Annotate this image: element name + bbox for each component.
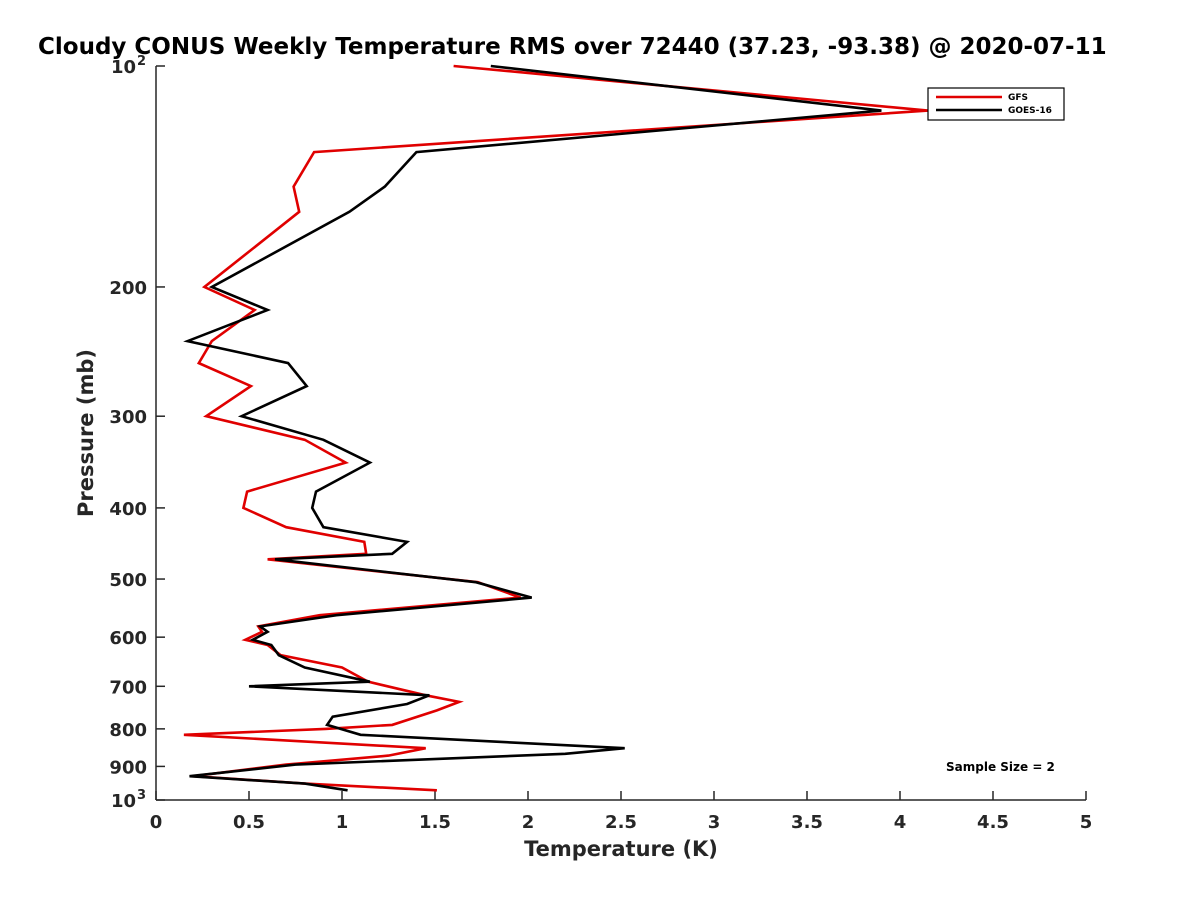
y-tick-base: 10 bbox=[111, 57, 136, 78]
y-tick-label: 300 bbox=[109, 407, 147, 428]
x-tick-label: 0.5 bbox=[233, 812, 265, 833]
y-tick-label: 500 bbox=[109, 570, 147, 591]
x-tick-label: 2.5 bbox=[605, 812, 637, 833]
y-tick-exponent: 3 bbox=[137, 788, 146, 803]
chart-title: Cloudy CONUS Weekly Temperature RMS over… bbox=[38, 34, 1107, 60]
legend-label: GOES-16 bbox=[1008, 106, 1052, 116]
legend-box bbox=[927, 87, 1065, 121]
series-line-goes-16 bbox=[183, 64, 882, 792]
x-ticks: 0 0.5 1 1.5 2 2.5 3 3.5 4 4.5 5 bbox=[150, 791, 1093, 833]
y-tick-label: 700 bbox=[109, 677, 147, 698]
series-line-gfs bbox=[183, 64, 929, 792]
x-axis-label: Temperature (K) bbox=[524, 837, 718, 861]
x-tick-label: 3 bbox=[708, 812, 721, 833]
series-lines bbox=[183, 64, 929, 792]
y-tick-label: 200 bbox=[109, 278, 147, 299]
y-axis-label: Pressure (mb) bbox=[74, 349, 98, 517]
x-tick-label: 4.5 bbox=[977, 812, 1009, 833]
x-tick-label: 1.5 bbox=[419, 812, 451, 833]
y-tick-label: 600 bbox=[109, 628, 147, 649]
x-tick-label: 1 bbox=[336, 812, 349, 833]
y-tick-exponent: 2 bbox=[137, 54, 146, 69]
y-tick-label: 400 bbox=[109, 499, 147, 520]
y-tick-base: 10 bbox=[111, 791, 136, 812]
y-tick-label: 800 bbox=[109, 720, 147, 741]
legend: GFS GOES-16 bbox=[927, 87, 1065, 121]
y-tick-label: 10 bbox=[111, 791, 136, 812]
x-tick-label: 4 bbox=[894, 812, 907, 833]
y-tick-label: 900 bbox=[109, 757, 147, 778]
x-tick-label: 3.5 bbox=[791, 812, 823, 833]
plot-area: 0 0.5 1 1.5 2 2.5 3 3.5 4 4.5 5 10 2200300400500600… bbox=[109, 54, 1092, 833]
sample-size-annotation: Sample Size = 2 bbox=[946, 760, 1055, 774]
legend-label: GFS bbox=[1008, 93, 1028, 103]
y-tick-label: 10 bbox=[111, 57, 136, 78]
x-tick-label: 5 bbox=[1080, 812, 1093, 833]
x-tick-label: 0 bbox=[150, 812, 163, 833]
x-tick-label: 2 bbox=[522, 812, 535, 833]
